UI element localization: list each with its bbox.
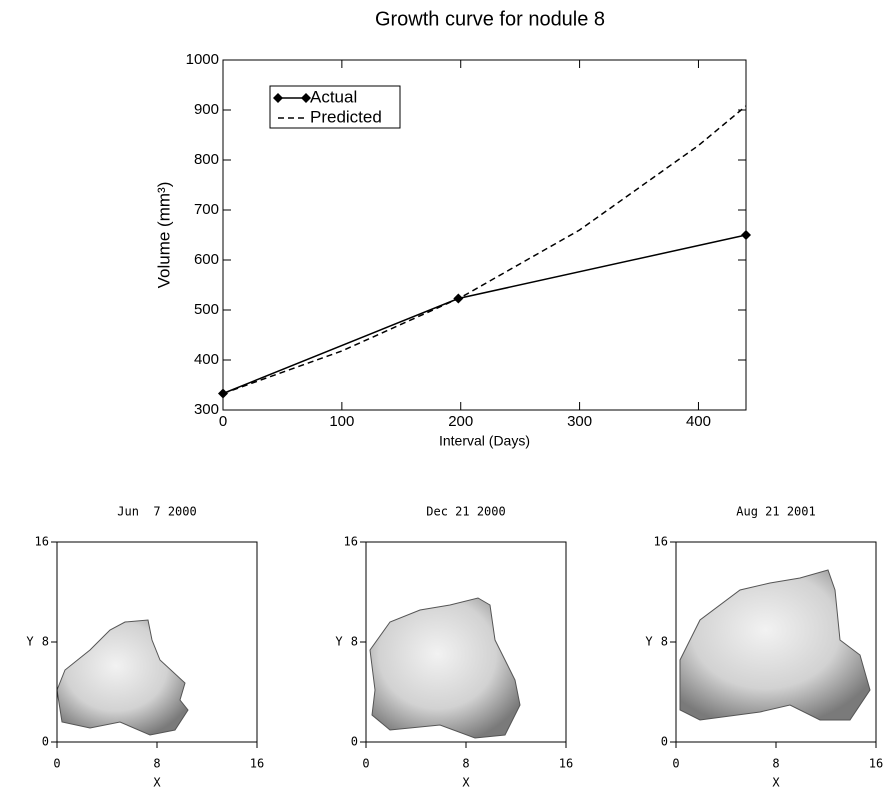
x-tick-label: 8 bbox=[462, 757, 469, 771]
x-tick-label: 0 bbox=[53, 757, 60, 771]
figure: Growth curve for nodule 8 300 400 500 600 700… bbox=[0, 0, 891, 795]
x-tick-label: 200 bbox=[448, 413, 473, 430]
data-point bbox=[741, 230, 751, 240]
y-tick-label: 16 bbox=[654, 535, 668, 549]
y-tick-label: 8 bbox=[661, 635, 668, 649]
series-line bbox=[223, 235, 746, 394]
legend-label: Actual bbox=[310, 87, 357, 106]
x-tick-label: 0 bbox=[672, 757, 679, 771]
y-axis-label: Y bbox=[645, 635, 653, 649]
legend-label: Predicted bbox=[310, 107, 382, 126]
x-tick-label: 8 bbox=[772, 757, 779, 771]
nodule-render bbox=[370, 598, 520, 738]
nodule-render bbox=[680, 570, 870, 720]
y-tick-label: 0 bbox=[42, 735, 49, 749]
y-axis-label: Volume (mm³) bbox=[154, 182, 173, 289]
y-axis-label: Y bbox=[335, 635, 343, 649]
y-tick-label: 1000 bbox=[186, 51, 219, 68]
x-tick-label: 100 bbox=[329, 413, 354, 430]
x-tick-label: 400 bbox=[686, 413, 711, 430]
x-tick-label: 16 bbox=[250, 757, 264, 771]
nodule-render bbox=[57, 620, 188, 735]
y-tick-label: 900 bbox=[194, 101, 219, 118]
series-line bbox=[223, 106, 746, 394]
x-tick-label: 0 bbox=[362, 757, 369, 771]
x-tick-label: 0 bbox=[219, 413, 227, 430]
panel-title: Jun 7 2000 bbox=[117, 505, 196, 519]
x-axis-label: X bbox=[462, 776, 470, 790]
x-tick-label: 16 bbox=[559, 757, 573, 771]
x-axis-label: X bbox=[153, 776, 161, 790]
panel-title: Dec 21 2000 bbox=[426, 505, 505, 519]
y-tick-label: 500 bbox=[194, 301, 219, 318]
y-tick-label: 800 bbox=[194, 151, 219, 168]
y-tick-label: 0 bbox=[661, 735, 668, 749]
y-tick-label: 600 bbox=[194, 251, 219, 268]
x-tick-label: 16 bbox=[869, 757, 883, 771]
x-tick-label: 8 bbox=[153, 757, 160, 771]
y-tick-label: 8 bbox=[42, 635, 49, 649]
y-tick-label: 400 bbox=[194, 351, 219, 368]
y-tick-label: 8 bbox=[351, 635, 358, 649]
chart-title: Growth curve for nodule 8 bbox=[375, 8, 605, 30]
x-tick-label: 300 bbox=[567, 413, 592, 430]
y-tick-label: 700 bbox=[194, 201, 219, 218]
y-axis-label: Y bbox=[26, 635, 34, 649]
y-tick-label: 16 bbox=[35, 535, 49, 549]
panel-title: Aug 21 2001 bbox=[736, 505, 815, 519]
x-axis-label: Interval (Days) bbox=[439, 433, 530, 449]
y-tick-label: 300 bbox=[194, 401, 219, 418]
x-axis-label: X bbox=[772, 776, 780, 790]
y-tick-label: 0 bbox=[351, 735, 358, 749]
y-tick-label: 16 bbox=[344, 535, 358, 549]
